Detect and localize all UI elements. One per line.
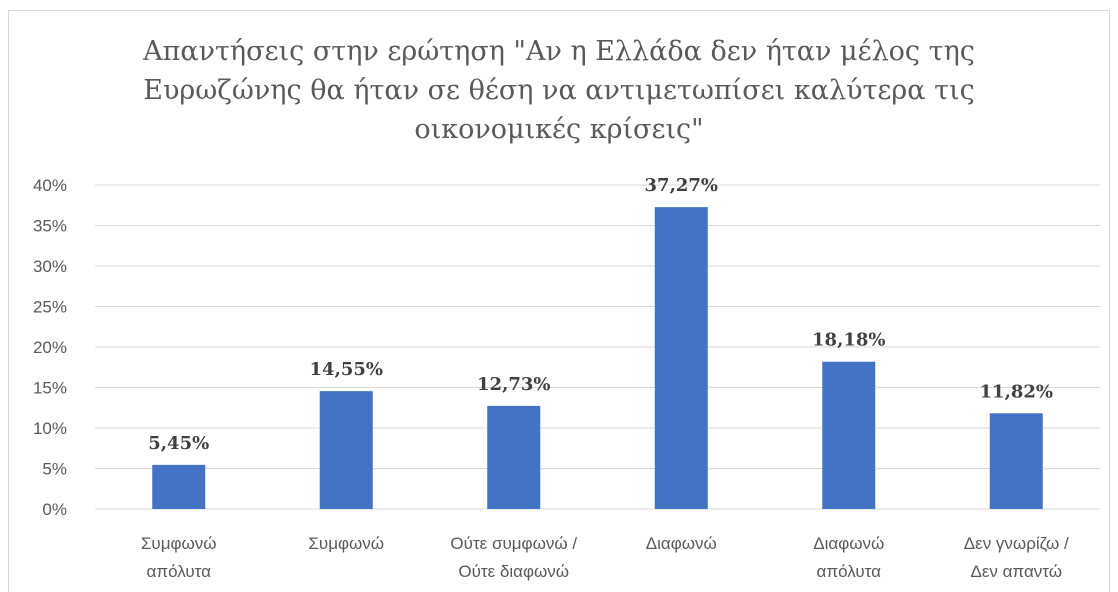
y-tick-label: 40%	[33, 176, 67, 195]
category-label: Ούτε συμφωνώ / Ούτε διαφωνώ	[450, 534, 577, 581]
category-label-line: απόλυτα	[147, 562, 212, 581]
bars	[152, 207, 1043, 509]
data-label: 12,73%	[477, 374, 550, 395]
y-tick-label: 10%	[33, 419, 67, 438]
category-label: Δεν γνωρίζω / Δεν απαντώ	[964, 534, 1069, 581]
category-label: Συμφωνώ	[308, 534, 384, 553]
y-tick-label: 15%	[33, 379, 67, 398]
data-labels: 5,45% 14,55% 12,73% 37,27% 18,18% 11,82%	[148, 175, 1053, 454]
category-label: Διαφωνώ	[646, 534, 717, 553]
category-label-line: Δεν γνωρίζω /	[964, 534, 1069, 553]
category-label: Διαφωνώ απόλυτα	[813, 534, 884, 581]
bar	[654, 207, 708, 509]
category-label: Συμφωνώ απόλυτα	[141, 534, 217, 581]
data-label: 5,45%	[148, 433, 209, 454]
data-label: 11,82%	[980, 381, 1053, 402]
category-label-line: Διαφωνώ	[646, 534, 717, 553]
y-tick-label: 35%	[33, 217, 67, 236]
chart-title: Απαντήσεις στην ερώτηση "Αν η Ελλάδα δεν…	[142, 36, 975, 145]
data-label: 18,18%	[812, 330, 885, 351]
bar	[319, 391, 373, 509]
y-tick-label: 20%	[33, 338, 67, 357]
data-label: 14,55%	[310, 359, 383, 380]
chart-title-line: οικονομικές κρίσεις"	[414, 114, 703, 145]
y-tick-label: 30%	[33, 257, 67, 276]
bar	[152, 464, 206, 509]
chart-title-line: Απαντήσεις στην ερώτηση "Αν η Ελλάδα δεν…	[142, 36, 975, 67]
category-label-line: Δεν απαντώ	[970, 562, 1062, 581]
data-label: 37,27%	[645, 175, 718, 196]
category-label-line: Συμφωνώ	[141, 534, 217, 553]
category-label-line: Ούτε διαφωνώ	[458, 562, 569, 581]
y-axis-ticks: 0% 5% 10% 15% 20% 25% 30% 35% 40%	[33, 176, 67, 519]
y-tick-label: 0%	[42, 500, 67, 519]
gridlines	[95, 184, 1100, 510]
category-label-line: Διαφωνώ	[813, 534, 884, 553]
y-tick-label: 25%	[33, 298, 67, 317]
category-label-line: Ούτε συμφωνώ /	[450, 534, 577, 553]
category-label-line: Συμφωνώ	[308, 534, 384, 553]
bar	[487, 405, 541, 509]
category-label-line: απόλυτα	[817, 562, 882, 581]
bar	[989, 413, 1043, 509]
y-tick-label: 5%	[42, 460, 67, 479]
bar	[822, 361, 876, 509]
chart-title-line: Ευρωζώνης θα ήταν σε θέση να αντιμετωπίσ…	[143, 75, 975, 106]
